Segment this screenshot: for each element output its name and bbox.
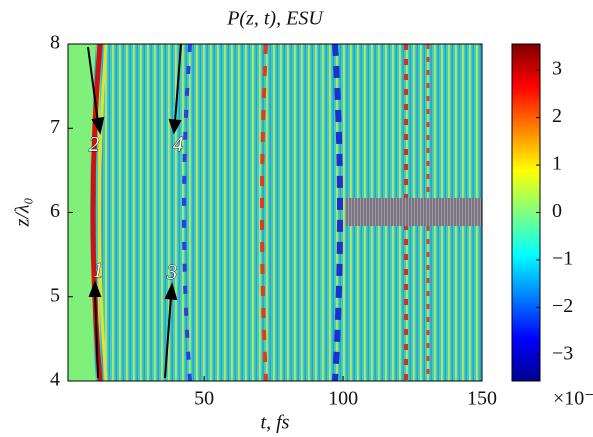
y-tick-label: 4 bbox=[50, 369, 60, 391]
x-tick-label: 150 bbox=[467, 388, 497, 410]
field bbox=[68, 43, 482, 382]
colorbar-tick-label: 3 bbox=[552, 58, 562, 80]
colorbar-tick-label: 2 bbox=[552, 105, 562, 127]
annotation: 3 bbox=[166, 260, 178, 284]
x-tick-label: 100 bbox=[328, 388, 358, 410]
annotation: 4 bbox=[173, 132, 184, 156]
colorbar-multiplier: ×10⁻³ bbox=[553, 388, 593, 410]
y-tick-label: 7 bbox=[50, 116, 60, 138]
colorbar bbox=[511, 43, 541, 382]
y-tick-label: 6 bbox=[50, 200, 60, 222]
y-axis-label: z/λ₀ bbox=[12, 197, 34, 227]
colorbar-tick-label: −2 bbox=[552, 295, 573, 317]
colorbar-tick-label: 1 bbox=[552, 153, 562, 175]
chart-title: P(z, t), ESU bbox=[226, 8, 324, 30]
y-tick-label: 5 bbox=[50, 284, 60, 306]
x-tick-label: 50 bbox=[194, 388, 214, 410]
colorbar-tick-label: −1 bbox=[552, 248, 573, 270]
colorbar-tick-label: 0 bbox=[552, 200, 562, 222]
y-tick-label: 8 bbox=[50, 32, 60, 54]
x-axis-label: t, fs bbox=[261, 412, 290, 434]
annotation: 2 bbox=[89, 132, 100, 156]
arrows bbox=[87, 43, 182, 379]
annotation: 1 bbox=[93, 258, 104, 282]
colorbar-tick-label: −3 bbox=[552, 342, 573, 364]
